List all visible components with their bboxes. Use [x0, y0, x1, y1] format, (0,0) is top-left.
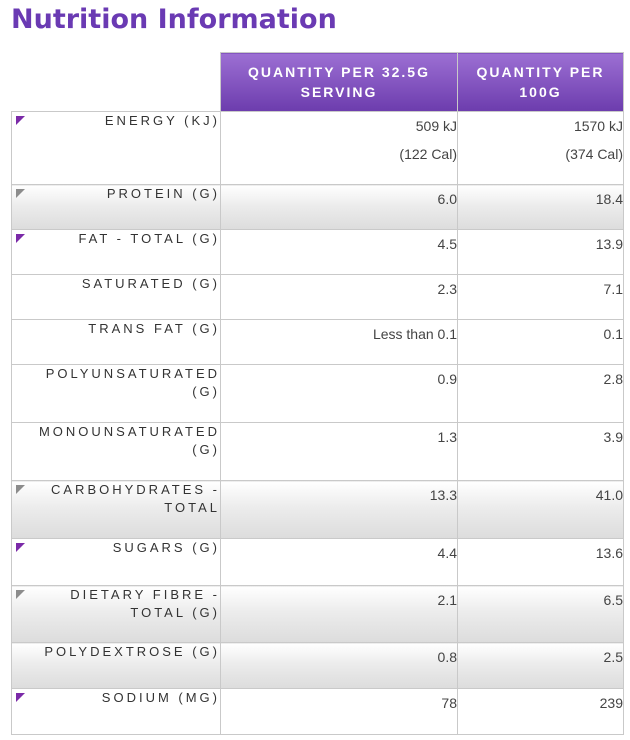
row-label: DIETARY FIBRE - TOTAL (G)	[11, 585, 221, 643]
table-row: SUGARS (G) 4.4 13.6	[11, 538, 624, 586]
value-per-serving: 2.1	[220, 585, 458, 643]
value-per-100g: 18.4	[457, 184, 624, 230]
table-row: MONOUNSATURATED (G) 1.3 3.9	[11, 422, 624, 481]
header-blank-cell	[11, 52, 221, 112]
triangle-marker-icon	[16, 234, 25, 243]
value-per-100g: 3.9	[457, 422, 624, 481]
table-row: DIETARY FIBRE - TOTAL (G) 2.1 6.5	[11, 585, 624, 643]
table-row: PROTEIN (G) 6.0 18.4	[11, 184, 624, 230]
table-row: POLYDEXTROSE (G) 0.8 2.5	[11, 642, 624, 689]
table-row: CARBOHYDRATES - TOTAL 13.3 41.0	[11, 480, 624, 539]
triangle-marker-icon	[16, 543, 25, 552]
triangle-marker-icon	[16, 485, 25, 494]
table-header-row: QUANTITY PER 32.5G SERVING QUANTITY PER …	[11, 52, 624, 112]
row-label: CARBOHYDRATES - TOTAL	[11, 480, 221, 539]
value-per-100g: 41.0	[457, 480, 624, 539]
row-label: SUGARS (G)	[11, 538, 221, 586]
value-per-100g: 2.5	[457, 642, 624, 689]
table-row: POLYUNSATURATED (G) 0.9 2.8	[11, 364, 624, 423]
header-per-serving: QUANTITY PER 32.5G SERVING	[220, 52, 458, 112]
value-per-100g: 0.1	[457, 319, 624, 365]
table-row: FAT - TOTAL (G) 4.5 13.9	[11, 229, 624, 275]
value-per-serving: 2.3	[220, 274, 458, 320]
value-per-serving: 78	[220, 688, 458, 735]
table-row: SATURATED (G) 2.3 7.1	[11, 274, 624, 320]
row-label: ENERGY (KJ)	[11, 111, 221, 185]
value-per-serving: 4.4	[220, 538, 458, 586]
value-per-100g: 13.9	[457, 229, 624, 275]
triangle-marker-icon	[16, 693, 25, 702]
value-per-serving: 0.9	[220, 364, 458, 423]
row-label: PROTEIN (G)	[11, 184, 221, 230]
value-per-serving: 509 kJ (122 Cal)	[220, 111, 458, 185]
page-title: Nutrition Information	[11, 4, 337, 35]
row-label: TRANS FAT (G)	[11, 319, 221, 365]
row-label: MONOUNSATURATED (G)	[11, 422, 221, 481]
table-row: TRANS FAT (G) Less than 0.1 0.1	[11, 319, 624, 365]
value-per-serving: 4.5	[220, 229, 458, 275]
value-per-100g: 2.8	[457, 364, 624, 423]
table-row: ENERGY (KJ) 509 kJ (122 Cal) 1570 kJ (374 …	[11, 111, 624, 185]
value-per-serving: 13.3	[220, 480, 458, 539]
row-label: SATURATED (G)	[11, 274, 221, 320]
value-per-serving: 6.0	[220, 184, 458, 230]
row-label: SODIUM (MG)	[11, 688, 221, 735]
value-per-100g: 7.1	[457, 274, 624, 320]
value-per-100g: 1570 kJ (374 Cal)	[457, 111, 624, 185]
nutrition-table: QUANTITY PER 32.5G SERVING QUANTITY PER …	[11, 52, 624, 735]
triangle-marker-icon	[16, 590, 25, 599]
value-per-serving: 0.8	[220, 642, 458, 689]
table-row: SODIUM (MG) 78 239	[11, 688, 624, 735]
triangle-marker-icon	[16, 116, 25, 125]
triangle-marker-icon	[16, 189, 25, 198]
value-per-serving: Less than 0.1	[220, 319, 458, 365]
header-per-100g: QUANTITY PER 100G	[457, 52, 624, 112]
row-label: POLYUNSATURATED (G)	[11, 364, 221, 423]
value-per-100g: 13.6	[457, 538, 624, 586]
row-label: POLYDEXTROSE (G)	[11, 642, 221, 689]
row-label: FAT - TOTAL (G)	[11, 229, 221, 275]
value-per-100g: 239	[457, 688, 624, 735]
value-per-serving: 1.3	[220, 422, 458, 481]
value-per-100g: 6.5	[457, 585, 624, 643]
